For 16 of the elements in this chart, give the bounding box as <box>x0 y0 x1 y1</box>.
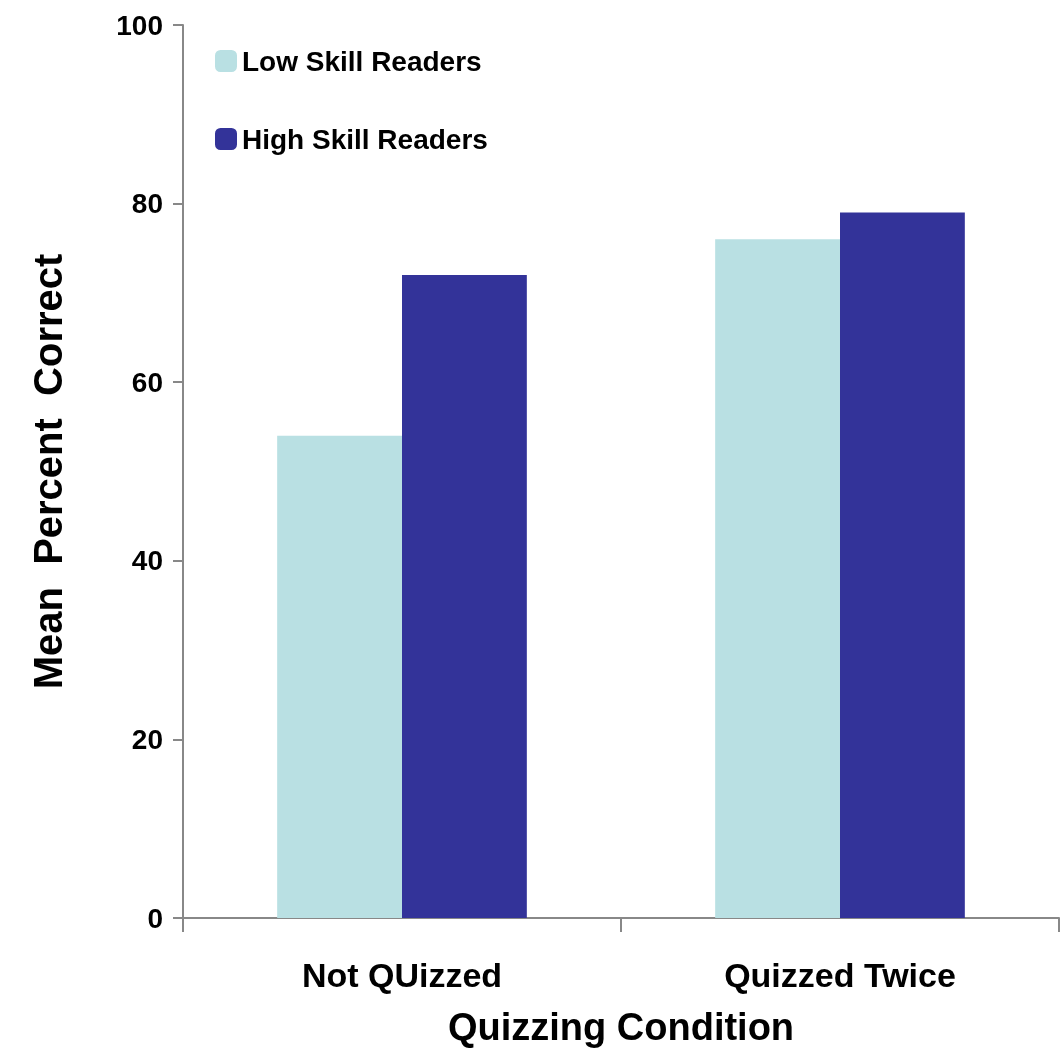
y-tick-label: 80 <box>131 188 163 220</box>
legend-label: High Skill Readers <box>242 123 488 155</box>
y-axis-title: Mean Percent Correct <box>26 253 70 690</box>
y-tick-label: 0 <box>147 902 163 934</box>
bar <box>715 239 840 918</box>
legend-label: Low Skill Readers <box>242 45 482 77</box>
bar <box>277 435 402 918</box>
x-axis-title: Quizzing Condition <box>447 1006 795 1048</box>
bar <box>402 275 527 918</box>
y-tick-label: 100 <box>116 9 163 41</box>
y-tick-label: 60 <box>131 366 163 398</box>
bar <box>840 212 965 918</box>
x-tick-label: Quizzed Twice <box>724 956 956 994</box>
x-tick-label: Not QUizzed <box>301 956 503 994</box>
y-tick-label: 40 <box>131 545 163 577</box>
y-tick-label: 20 <box>131 723 163 755</box>
